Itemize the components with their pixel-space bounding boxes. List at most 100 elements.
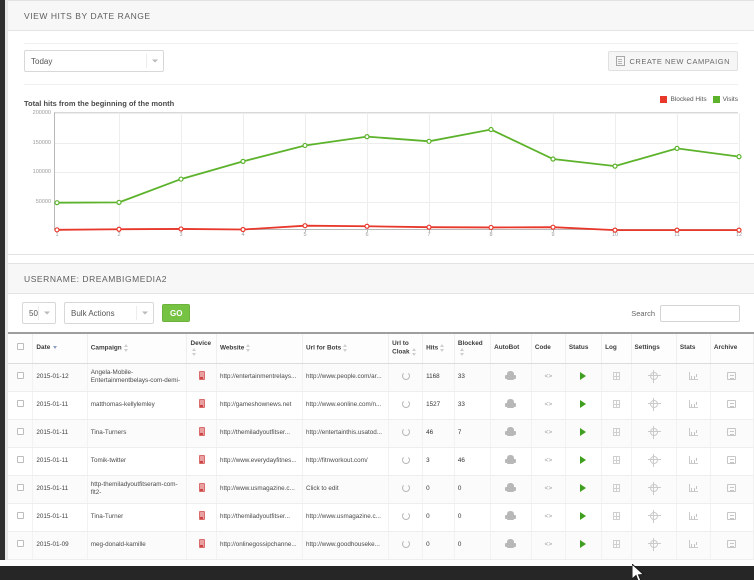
cell-campaign[interactable]: Angela-Mobile-Entertainmentbelays-com-de… <box>87 363 188 392</box>
cell-select[interactable] <box>8 391 34 420</box>
cell-status[interactable] <box>565 503 603 532</box>
cell-campaign[interactable]: Tina-Turners <box>87 419 188 448</box>
robot-icon[interactable] <box>505 427 517 437</box>
th-settings[interactable]: Settings <box>631 331 677 364</box>
cell-url-to-cloak[interactable] <box>388 363 424 392</box>
cell-select[interactable] <box>8 447 34 476</box>
cell-website[interactable]: http://www.usmagazine.c... <box>216 475 304 504</box>
cell-log[interactable] <box>601 363 632 392</box>
th-campaign[interactable]: Campaign <box>87 331 188 364</box>
chart-point[interactable] <box>364 134 370 140</box>
row-checkbox[interactable] <box>16 400 24 408</box>
cell-archive[interactable] <box>710 363 754 392</box>
cell-archive[interactable] <box>710 503 754 532</box>
play-icon[interactable] <box>580 371 587 380</box>
row-checkbox[interactable] <box>16 484 24 492</box>
log-icon[interactable] <box>612 455 620 464</box>
cell-device[interactable] <box>186 475 217 504</box>
cell-code[interactable]: <> <box>531 419 566 448</box>
cell-autobot[interactable] <box>490 531 532 560</box>
log-icon[interactable] <box>612 483 620 492</box>
chart-point[interactable] <box>736 227 742 233</box>
row-checkbox[interactable] <box>16 540 24 548</box>
chart-point[interactable] <box>240 226 246 233</box>
chart-point[interactable] <box>488 224 494 231</box>
cell-url-to-cloak[interactable] <box>388 391 424 420</box>
cell-url-for-bots[interactable]: http://fitnworkout.com/ <box>302 447 390 476</box>
cell-log[interactable] <box>601 531 632 560</box>
cell-settings[interactable] <box>631 503 677 532</box>
bar-chart-icon[interactable] <box>688 511 698 520</box>
chart-point[interactable] <box>54 200 60 206</box>
chart-point[interactable] <box>178 176 184 182</box>
cell-website[interactable]: http://onlinegossipchanne... <box>216 531 304 560</box>
code-icon[interactable]: <> <box>544 512 553 520</box>
cell-website[interactable]: http://themiladyoutfitser... <box>216 419 304 448</box>
cell-autobot[interactable] <box>490 363 532 392</box>
chart-point[interactable] <box>54 227 60 233</box>
bar-chart-icon[interactable] <box>688 455 698 464</box>
cell-url-to-cloak[interactable] <box>388 531 424 560</box>
th-url-to-cloak[interactable]: Url to Cloak <box>388 331 424 364</box>
archive-icon[interactable] <box>727 427 737 436</box>
row-checkbox[interactable] <box>16 512 24 520</box>
mobile-device-icon[interactable] <box>198 371 205 381</box>
row-checkbox[interactable] <box>16 456 24 464</box>
th-autobot[interactable]: AutoBot <box>490 331 532 364</box>
cell-settings[interactable] <box>631 475 677 504</box>
play-icon[interactable] <box>580 455 587 464</box>
th-log[interactable]: Log <box>601 331 632 364</box>
play-icon[interactable] <box>580 539 587 548</box>
cell-website[interactable]: http://gameshownews.net <box>216 391 304 420</box>
cell-log[interactable] <box>601 447 632 476</box>
cell-device[interactable] <box>186 531 217 560</box>
bar-chart-icon[interactable] <box>688 427 698 436</box>
cell-select[interactable] <box>8 475 34 504</box>
th-code[interactable]: Code <box>531 331 566 364</box>
th-blocked[interactable]: Blocked <box>454 331 492 364</box>
cell-autobot[interactable] <box>490 447 532 476</box>
cell-autobot[interactable] <box>490 475 532 504</box>
mobile-device-icon[interactable] <box>198 455 205 465</box>
log-icon[interactable] <box>612 539 620 548</box>
chart-point[interactable] <box>240 158 246 164</box>
search-input[interactable] <box>660 304 740 322</box>
code-icon[interactable]: <> <box>544 540 553 548</box>
cell-campaign[interactable]: Tomik-twitter <box>87 447 188 476</box>
cell-url-for-bots[interactable]: http://www.usmagazine.c... <box>302 503 390 532</box>
refresh-icon[interactable] <box>401 427 410 436</box>
play-icon[interactable] <box>580 399 587 408</box>
refresh-icon[interactable] <box>401 455 410 464</box>
cell-status[interactable] <box>565 447 603 476</box>
chart-point[interactable] <box>178 226 184 232</box>
gear-icon[interactable] <box>648 454 662 468</box>
cell-stats[interactable] <box>676 363 711 392</box>
cell-url-to-cloak[interactable] <box>388 475 424 504</box>
bar-chart-icon[interactable] <box>688 539 698 548</box>
table-row[interactable]: 2015-01-11 http-themiladyoutfitseram-com-… <box>8 475 754 504</box>
cell-log[interactable] <box>601 419 632 448</box>
cell-url-for-bots[interactable]: http://www.people.com/ar... <box>302 363 390 392</box>
cell-autobot[interactable] <box>490 503 532 532</box>
bar-chart-icon[interactable] <box>688 399 698 408</box>
cell-website[interactable]: http://themiladyoutfitser... <box>216 503 304 532</box>
robot-icon[interactable] <box>505 483 517 493</box>
bulk-actions-select[interactable]: Bulk Actions <box>64 302 154 324</box>
cell-log[interactable] <box>601 503 632 532</box>
code-icon[interactable]: <> <box>544 456 553 464</box>
chart-point[interactable] <box>364 223 370 229</box>
cell-stats[interactable] <box>676 447 711 476</box>
gear-icon[interactable] <box>648 510 662 524</box>
chart-point[interactable] <box>302 142 308 149</box>
refresh-icon[interactable] <box>401 539 410 548</box>
chart-point[interactable] <box>426 138 432 144</box>
gear-icon[interactable] <box>648 426 662 440</box>
chart-point[interactable] <box>488 126 494 133</box>
cell-url-to-cloak[interactable] <box>388 419 424 448</box>
cell-code[interactable]: <> <box>531 503 566 532</box>
refresh-icon[interactable] <box>401 399 410 408</box>
cell-stats[interactable] <box>676 419 711 448</box>
cell-stats[interactable] <box>676 475 711 504</box>
cell-code[interactable]: <> <box>531 531 566 560</box>
cell-status[interactable] <box>565 391 603 420</box>
